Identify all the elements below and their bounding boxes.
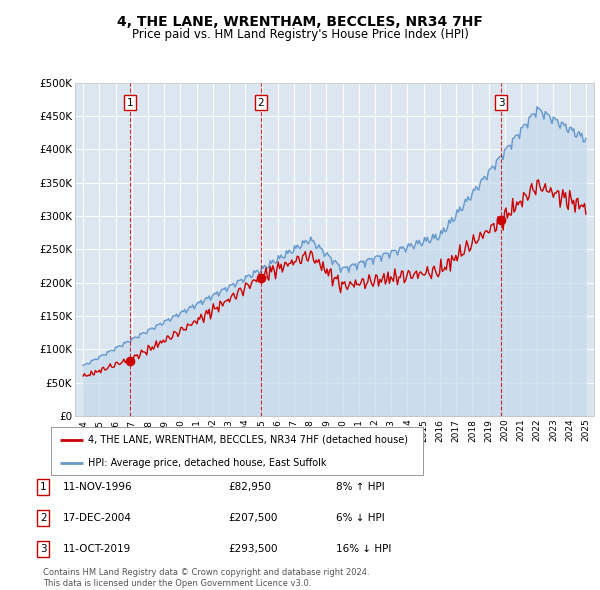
Text: 1: 1 (40, 482, 47, 491)
Text: 4, THE LANE, WRENTHAM, BECCLES, NR34 7HF (detached house): 4, THE LANE, WRENTHAM, BECCLES, NR34 7HF… (88, 435, 408, 445)
Text: HPI: Average price, detached house, East Suffolk: HPI: Average price, detached house, East… (88, 458, 327, 468)
Text: 17-DEC-2004: 17-DEC-2004 (63, 513, 132, 523)
Text: £207,500: £207,500 (228, 513, 277, 523)
Text: £293,500: £293,500 (228, 545, 277, 554)
Text: £82,950: £82,950 (228, 482, 271, 491)
Text: 2: 2 (40, 513, 47, 523)
Text: 11-OCT-2019: 11-OCT-2019 (63, 545, 131, 554)
Text: 6% ↓ HPI: 6% ↓ HPI (336, 513, 385, 523)
Text: 1: 1 (127, 97, 133, 107)
Text: 4, THE LANE, WRENTHAM, BECCLES, NR34 7HF: 4, THE LANE, WRENTHAM, BECCLES, NR34 7HF (117, 15, 483, 29)
Text: 2: 2 (257, 97, 264, 107)
Text: 11-NOV-1996: 11-NOV-1996 (63, 482, 133, 491)
Text: 3: 3 (40, 545, 47, 554)
Text: 16% ↓ HPI: 16% ↓ HPI (336, 545, 391, 554)
Text: 3: 3 (498, 97, 505, 107)
Text: 8% ↑ HPI: 8% ↑ HPI (336, 482, 385, 491)
Text: Price paid vs. HM Land Registry's House Price Index (HPI): Price paid vs. HM Land Registry's House … (131, 28, 469, 41)
Text: Contains HM Land Registry data © Crown copyright and database right 2024.
This d: Contains HM Land Registry data © Crown c… (43, 568, 370, 588)
